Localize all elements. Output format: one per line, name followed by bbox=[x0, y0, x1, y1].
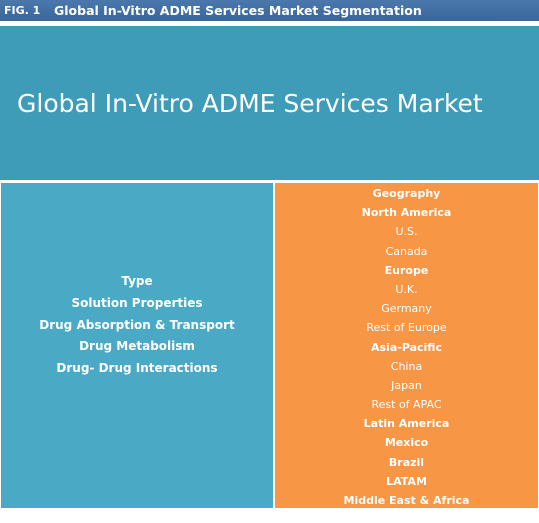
type-segment-item: Solution Properties bbox=[71, 295, 203, 310]
geography-region: Middle East & Africa bbox=[343, 494, 470, 507]
geography-segment-heading: Geography bbox=[372, 187, 441, 200]
geography-country: China bbox=[390, 359, 423, 373]
market-banner: Global In-Vitro ADME Services Market bbox=[0, 26, 539, 180]
type-segment-item: Drug Metabolism bbox=[79, 339, 195, 354]
geography-country: Canada bbox=[385, 244, 428, 258]
figure-header: FIG. 1 Global In-Vitro ADME Services Mar… bbox=[0, 0, 539, 21]
type-segment-heading: Type bbox=[121, 274, 153, 288]
geography-region: Asia-Pacific bbox=[371, 340, 442, 354]
geography-country: Japan bbox=[391, 378, 422, 392]
type-segment-item: Drug- Drug Interactions bbox=[56, 361, 218, 376]
geography-country: LATAM bbox=[386, 474, 427, 488]
geography-country: Germany bbox=[381, 302, 432, 316]
type-segment-panel: Type Solution Properties Drug Absorption… bbox=[0, 182, 274, 509]
geography-region: Latin America bbox=[363, 417, 450, 431]
geography-country: Mexico bbox=[384, 436, 429, 450]
geography-country: U.K. bbox=[395, 282, 418, 296]
geography-segment-panel: Geography North America U.S. Canada Euro… bbox=[274, 182, 539, 509]
geography-country: U.S. bbox=[395, 225, 418, 239]
geography-country: Brazil bbox=[388, 455, 425, 469]
geography-country: Rest of Europe bbox=[366, 321, 447, 335]
geography-country: Rest of APAC bbox=[371, 398, 442, 412]
type-segment-item: Drug Absorption & Transport bbox=[39, 317, 235, 332]
geography-region: North America bbox=[361, 206, 452, 220]
figure-label: FIG. 1 bbox=[4, 4, 41, 17]
type-segment-list: Type Solution Properties Drug Absorption… bbox=[1, 271, 273, 380]
geography-region: Europe bbox=[384, 263, 429, 277]
geography-segment-list: Geography North America U.S. Canada Euro… bbox=[275, 184, 538, 510]
figure-title: Global In-Vitro ADME Services Market Seg… bbox=[54, 3, 422, 18]
market-title: Global In-Vitro ADME Services Market bbox=[17, 89, 483, 118]
